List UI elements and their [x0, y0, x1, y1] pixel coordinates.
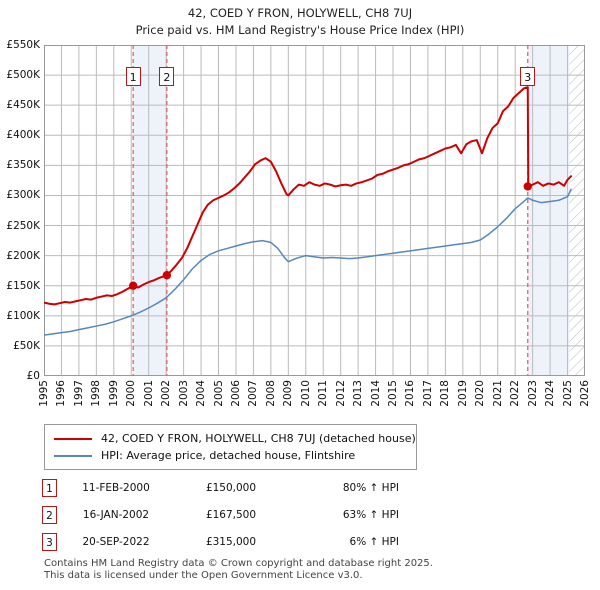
row-index-badge: 3 [42, 532, 57, 551]
legend-label-property: 42, COED Y FRON, HOLYWELL, CH8 7UJ (deta… [101, 432, 416, 445]
table-row: 1 11-FEB-2000 £150,000 80% ↑ HPI [42, 474, 462, 501]
x-axis-tick: 2001 [142, 380, 155, 407]
y-axis-tick: £250K [6, 219, 40, 232]
x-axis-tick: 2018 [439, 380, 452, 407]
page-title: 42, COED Y FRON, HOLYWELL, CH8 7UJ [187, 6, 413, 20]
page-subtitle: Price paid vs. HM Land Registry's House … [135, 23, 465, 37]
chart-legend: 42, COED Y FRON, HOLYWELL, CH8 7UJ (deta… [44, 424, 417, 470]
x-axis-tick: 2000 [125, 380, 138, 407]
x-axis-tick: 1997 [72, 380, 85, 407]
chart-marker-1: 1 [125, 67, 141, 86]
row-date: 16-JAN-2002 [82, 508, 150, 521]
x-axis-tick: 1999 [107, 380, 120, 407]
x-axis-tick: 2016 [404, 380, 417, 407]
y-axis-tick: £550K [6, 39, 40, 51]
y-axis-tick: £0 [26, 370, 40, 382]
row-date: 11-FEB-2000 [82, 481, 150, 494]
row-price: £150,000 [205, 481, 257, 494]
x-axis-tick: 2022 [509, 380, 522, 407]
x-axis-labels: 1995 1996 1997 1998 1999 2000 2001 2002 2003 2004… [38, 380, 591, 428]
x-axis-tick: 1998 [90, 380, 103, 407]
row-hpi-delta: 6% ↑ HPI [349, 535, 399, 548]
x-axis-tick: 2002 [160, 380, 173, 407]
row-price: £167,500 [205, 508, 257, 521]
legend-label-hpi: HPI: Average price, detached house, Flin… [101, 449, 356, 462]
x-axis-tick: 2007 [247, 380, 260, 407]
x-axis-tick: 2003 [177, 380, 190, 407]
price-history-chart: £0 £50K £100K £150K £200K £250K £300K £350K £400… [0, 39, 600, 407]
x-axis-tick: 2013 [352, 380, 365, 407]
y-axis-labels: £0 £50K £100K £150K £200K £250K £300K £350K £400… [0, 39, 40, 382]
x-axis-tick: 2012 [334, 380, 347, 407]
chart-marker-3: 3 [520, 67, 536, 86]
row-hpi-delta: 63% ↑ HPI [342, 508, 399, 521]
x-axis-tick: 2006 [229, 380, 242, 407]
x-axis-tick: 2004 [195, 380, 208, 407]
y-axis-tick: £400K [6, 129, 40, 142]
x-axis-tick: 2010 [299, 380, 312, 407]
footer-attribution: Contains HM Land Registry data © Crown c… [44, 558, 584, 582]
legend-swatch-hpi [54, 454, 92, 457]
x-axis-tick: 2014 [369, 380, 382, 407]
x-axis-tick: 2025 [561, 380, 574, 407]
y-axis-tick: £350K [6, 159, 40, 172]
transactions-table: 1 11-FEB-2000 £150,000 80% ↑ HPI 2 16-JA… [42, 474, 462, 555]
legend-item: 42, COED Y FRON, HOLYWELL, CH8 7UJ (deta… [51, 430, 416, 447]
y-axis-tick: £450K [6, 99, 40, 112]
y-axis-tick: £200K [6, 249, 40, 262]
table-row: 3 20-SEP-2022 £315,000 6% ↑ HPI [42, 528, 462, 555]
x-axis-tick: 2026 [579, 380, 591, 407]
row-index-badge: 1 [42, 478, 57, 497]
footer-line-copyright: Contains HM Land Registry data © Crown c… [44, 558, 433, 569]
legend-swatch-property [54, 437, 92, 440]
row-date: 20-SEP-2022 [82, 535, 150, 548]
x-axis-tick: 2019 [456, 380, 469, 407]
y-axis-tick: £100K [6, 309, 40, 322]
x-axis-tick: 2020 [474, 380, 487, 407]
x-axis-tick: 2011 [317, 380, 330, 407]
legend-item: HPI: Average price, detached house, Flin… [51, 447, 410, 464]
footer-line-licence: This data is licensed under the Open Gov… [44, 570, 363, 581]
table-row: 2 16-JAN-2002 £167,500 63% ↑ HPI [42, 501, 462, 528]
chart-plot-area [44, 45, 585, 376]
chart-header: 42, COED Y FRON, HOLYWELL, CH8 7UJ Price… [0, 0, 600, 39]
x-axis-tick: 1996 [55, 380, 68, 407]
chart-marker-2: 2 [159, 67, 175, 86]
row-price: £315,000 [205, 535, 257, 548]
y-axis-tick: £300K [6, 189, 40, 202]
x-axis-tick: 2008 [264, 380, 277, 407]
x-axis-tick: 2009 [282, 380, 295, 407]
x-axis-tick: 2023 [526, 380, 539, 407]
y-axis-tick: £50K [13, 339, 40, 352]
x-axis-tick: 2021 [491, 380, 504, 407]
x-axis-tick: 1995 [38, 380, 50, 407]
row-hpi-delta: 80% ↑ HPI [342, 481, 399, 494]
row-index-badge: 2 [42, 505, 57, 524]
x-axis-tick: 2024 [544, 380, 557, 407]
x-axis-tick: 2017 [421, 380, 434, 407]
y-axis-tick: £500K [6, 69, 40, 82]
y-axis-tick: £150K [6, 279, 40, 292]
x-axis-tick: 2015 [387, 380, 400, 407]
x-axis-tick: 2005 [212, 380, 225, 407]
